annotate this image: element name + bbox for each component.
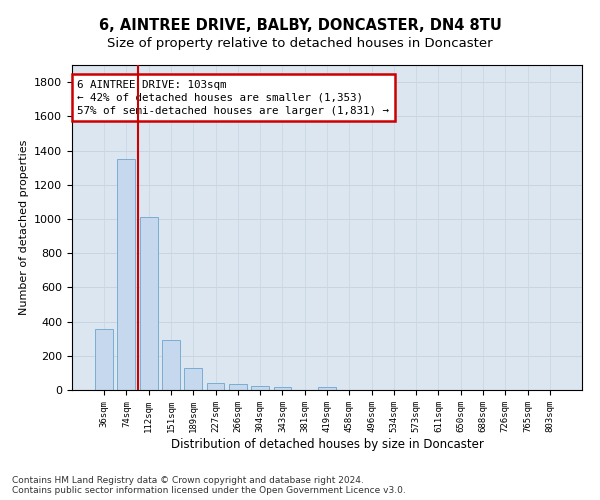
Bar [251, 386, 269, 390]
Text: Size of property relative to detached houses in Doncaster: Size of property relative to detached ho… [107, 38, 493, 51]
Bar [140, 217, 158, 390]
Text: 6 AINTREE DRIVE: 103sqm
← 42% of detached houses are smaller (1,353)
57% of semi: 6 AINTREE DRIVE: 103sqm ← 42% of detache… [77, 80, 389, 116]
X-axis label: Distribution of detached houses by size in Doncaster: Distribution of detached houses by size … [170, 438, 484, 450]
Bar [118, 159, 136, 390]
Bar [229, 384, 247, 390]
Y-axis label: Number of detached properties: Number of detached properties [19, 140, 29, 315]
Bar [162, 340, 180, 390]
Bar [318, 387, 336, 390]
Bar [206, 382, 224, 390]
Text: 6, AINTREE DRIVE, BALBY, DONCASTER, DN4 8TU: 6, AINTREE DRIVE, BALBY, DONCASTER, DN4 … [98, 18, 502, 32]
Bar [274, 387, 292, 390]
Bar [95, 330, 113, 390]
Text: Contains HM Land Registry data © Crown copyright and database right 2024.
Contai: Contains HM Land Registry data © Crown c… [12, 476, 406, 495]
Bar [184, 368, 202, 390]
